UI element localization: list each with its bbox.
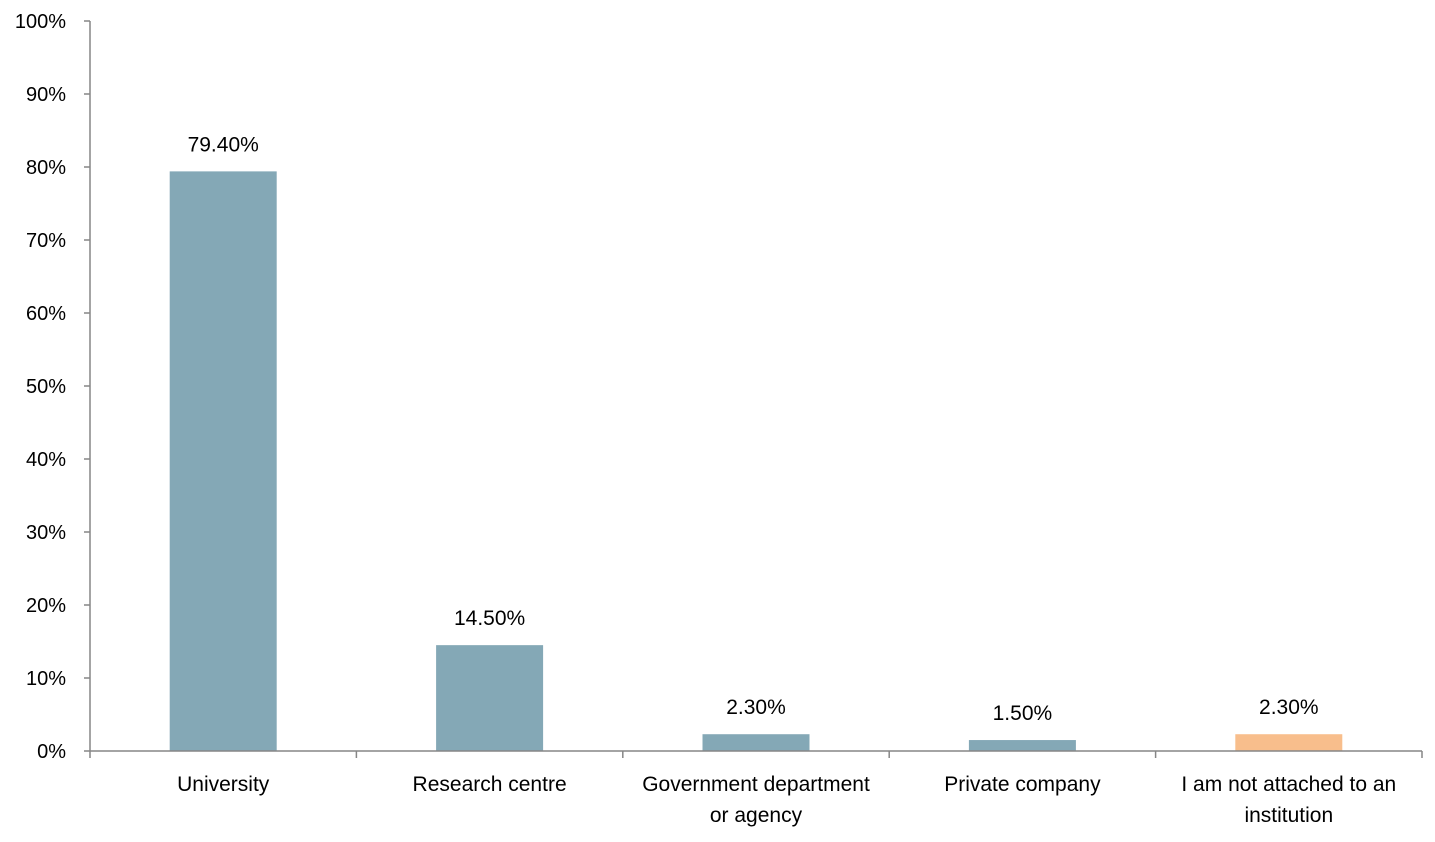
category-label: Private company xyxy=(944,773,1101,796)
y-tick-label: 10% xyxy=(26,668,66,690)
y-tick-label: 30% xyxy=(26,522,66,544)
category-label: Government department xyxy=(642,773,870,796)
category-label: institution xyxy=(1244,804,1333,827)
category-label: University xyxy=(177,773,270,796)
y-tick-label: 90% xyxy=(26,84,66,106)
category-label: or agency xyxy=(710,804,803,827)
axes-group xyxy=(89,21,1422,752)
bar xyxy=(1235,734,1343,751)
x-axis-ticks xyxy=(89,751,1423,758)
category-label: Research centre xyxy=(413,773,567,796)
bar xyxy=(169,171,277,751)
y-tick-label: 40% xyxy=(26,449,66,471)
data-labels-group: 79.40% 14.50% 2.30% 1.50% 2.30% xyxy=(188,133,1319,725)
bars-group xyxy=(169,171,1343,751)
data-label: 2.30% xyxy=(1259,696,1319,719)
y-tick-label: 100% xyxy=(15,11,66,33)
bar xyxy=(968,740,1076,751)
data-label: 1.50% xyxy=(993,702,1053,725)
y-axis-ticks: 0% 10% 20% 30% 40% 50% 60% 70% 80% 90% 100% xyxy=(15,11,90,763)
bar xyxy=(702,734,810,751)
y-tick-label: 20% xyxy=(26,595,66,617)
category-label: I am not attached to an xyxy=(1181,773,1396,796)
y-tick-label: 50% xyxy=(26,376,66,398)
category-labels-group: University Research centre Government depa… xyxy=(177,773,1396,827)
y-tick-label: 60% xyxy=(26,303,66,325)
data-label: 2.30% xyxy=(726,696,786,719)
y-tick-label: 0% xyxy=(37,741,66,763)
y-tick-label: 80% xyxy=(26,157,66,179)
data-label: 79.40% xyxy=(188,133,259,156)
bar xyxy=(436,645,544,751)
y-tick-label: 70% xyxy=(26,230,66,252)
data-label: 14.50% xyxy=(454,607,525,630)
